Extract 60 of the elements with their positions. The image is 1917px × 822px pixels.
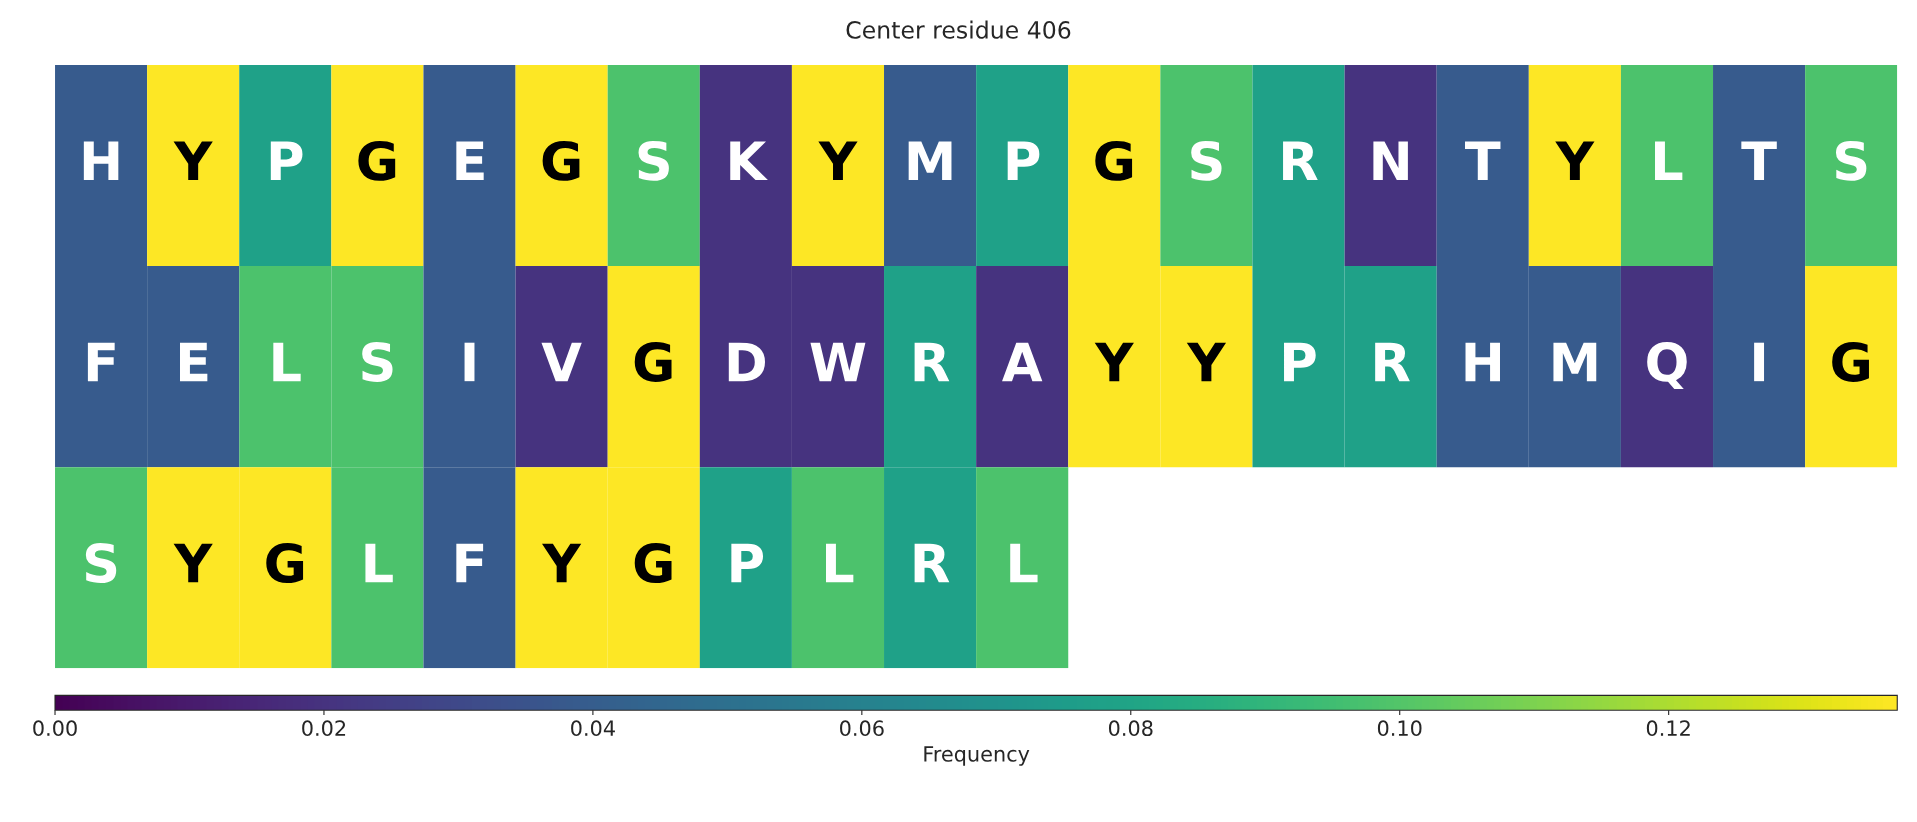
- data-label: S: [85, 543, 117, 584]
- data-label: G: [542, 140, 580, 181]
- data-label: N: [1373, 141, 1408, 181]
- color-bar-label: 0.00: [33, 720, 77, 737]
- data-label: L: [365, 543, 393, 583]
- data-label: E: [456, 141, 484, 181]
- data-label: I: [1754, 342, 1765, 382]
- data-label: H: [1465, 342, 1500, 382]
- data-label: G: [1832, 342, 1869, 382]
- data-label: Y: [173, 543, 213, 583]
- data-label: F: [456, 543, 484, 583]
- data-label: R: [914, 543, 950, 583]
- data-label: G: [266, 543, 304, 584]
- data-label: P: [270, 141, 303, 181]
- data-label: L: [273, 342, 301, 382]
- data-label: R: [1375, 342, 1410, 382]
- data-label: Y: [1555, 141, 1595, 181]
- data-label: S: [638, 140, 669, 181]
- data-label: R: [1283, 141, 1318, 181]
- data-label: I: [464, 342, 475, 382]
- data-label: G: [634, 342, 672, 382]
- data-label: Y: [1186, 342, 1227, 382]
- data-label: L: [1010, 543, 1038, 583]
- data-label: Y: [173, 141, 213, 181]
- data-label: V: [541, 342, 582, 382]
- data-label: G: [1095, 140, 1133, 181]
- color-bar-label: 0.10: [1377, 720, 1422, 737]
- data-label: T: [1741, 141, 1777, 181]
- data-label: P: [1284, 342, 1316, 382]
- data-label: M: [908, 141, 952, 181]
- color-bar-label: 0.04: [571, 720, 615, 737]
- data-label: R: [914, 342, 950, 382]
- data-label: F: [87, 342, 115, 382]
- data-label: M: [1553, 342, 1597, 382]
- data-label: G: [634, 543, 672, 584]
- color-bar-label: 0.12: [1646, 720, 1690, 737]
- data-label: S: [1191, 140, 1222, 181]
- data-label: S: [362, 342, 393, 382]
- data-label: S: [1835, 140, 1867, 181]
- data-label: Y: [542, 543, 582, 583]
- data-label: Q: [1647, 342, 1687, 389]
- data-label: A: [1002, 342, 1043, 382]
- color-bar-title: Frequency: [924, 746, 1030, 766]
- data-label: L: [1655, 141, 1683, 181]
- color-bar-label: 0.08: [1108, 720, 1153, 737]
- data-label: W: [810, 342, 866, 382]
- data-label: Y: [818, 141, 858, 181]
- data-label: E: [180, 342, 208, 382]
- data-label: P: [1007, 141, 1040, 181]
- chart-title: Center residue 406: [846, 20, 1071, 39]
- data-label: K: [730, 141, 768, 181]
- data-label: H: [83, 141, 119, 181]
- color-bar-label: 0.02: [302, 720, 346, 737]
- data-label: D: [728, 342, 765, 382]
- data-label: Y: [1094, 342, 1134, 382]
- color-bar-label: 0.06: [840, 720, 884, 737]
- data-label: L: [826, 543, 854, 583]
- data-label: T: [1465, 141, 1501, 181]
- data-label: P: [731, 543, 764, 583]
- data-label: G: [358, 140, 396, 181]
